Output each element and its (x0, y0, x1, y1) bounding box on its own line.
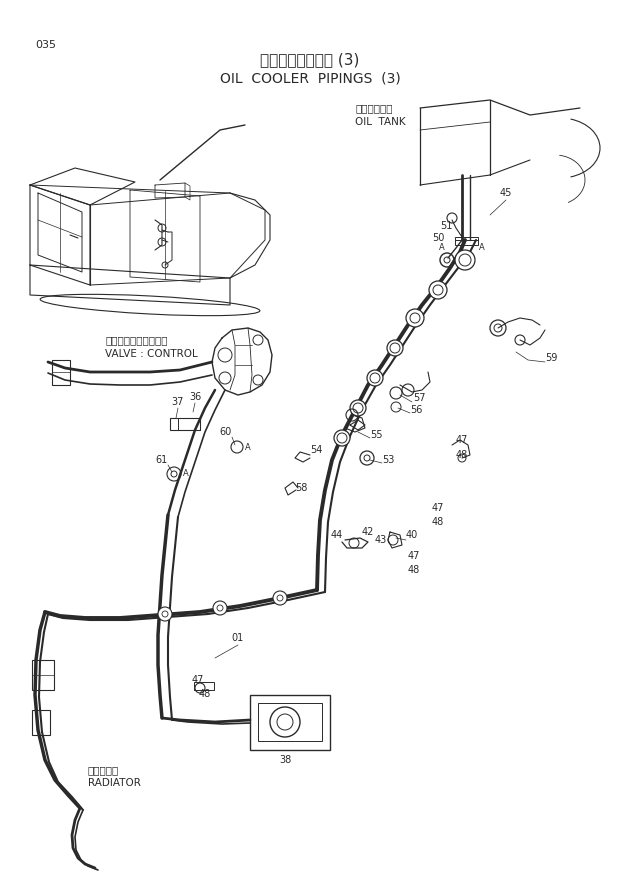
Circle shape (353, 403, 363, 413)
Text: 45: 45 (500, 188, 512, 198)
Text: 50: 50 (433, 233, 445, 243)
Text: OIL  TANK: OIL TANK (355, 117, 405, 127)
Text: 48: 48 (199, 689, 211, 699)
Text: RADIATOR: RADIATOR (88, 778, 141, 788)
Text: 56: 56 (410, 405, 422, 415)
Text: 47: 47 (192, 675, 204, 685)
Bar (32, 710, 50, 735)
Text: 01: 01 (232, 633, 244, 643)
Text: OIL  COOLER  PIPINGS  (3): OIL COOLER PIPINGS (3) (219, 72, 401, 86)
Text: 54: 54 (310, 445, 322, 455)
Text: バルブ：コントロール: バルブ：コントロール (105, 335, 167, 345)
Text: VALVE : CONTROL: VALVE : CONTROL (105, 349, 198, 359)
Circle shape (459, 254, 471, 266)
Text: ラジエータ: ラジエータ (88, 765, 119, 775)
Circle shape (350, 400, 366, 416)
Circle shape (387, 340, 403, 356)
Circle shape (337, 433, 347, 443)
Text: 48: 48 (408, 565, 420, 575)
Text: 61: 61 (156, 455, 168, 465)
Circle shape (217, 605, 223, 611)
Text: 42: 42 (362, 527, 374, 537)
Text: 36: 36 (189, 392, 201, 402)
Text: 59: 59 (545, 353, 557, 363)
Bar (52, 360, 70, 385)
Text: オイルクーラ配管 (3): オイルクーラ配管 (3) (260, 52, 360, 67)
Text: 38: 38 (279, 755, 291, 765)
Text: 57: 57 (413, 393, 425, 403)
Text: 44: 44 (330, 530, 343, 540)
Bar (258, 703, 322, 741)
Text: A: A (245, 442, 250, 451)
Circle shape (277, 595, 283, 601)
Text: A: A (183, 470, 188, 478)
Text: 40: 40 (406, 530, 419, 540)
Circle shape (370, 373, 380, 383)
Text: 47: 47 (408, 551, 420, 561)
Circle shape (455, 250, 475, 270)
Text: A: A (439, 244, 445, 252)
Text: A: A (479, 244, 485, 252)
Circle shape (410, 313, 420, 323)
Text: 53: 53 (382, 455, 394, 465)
Bar (170, 418, 200, 430)
Circle shape (390, 343, 400, 353)
Text: 47: 47 (432, 503, 445, 513)
Bar (194, 682, 214, 690)
Bar (455, 237, 478, 245)
Circle shape (367, 370, 383, 386)
Circle shape (162, 611, 168, 617)
Text: 48: 48 (432, 517, 445, 527)
Text: A: A (459, 251, 465, 259)
Bar (32, 660, 54, 690)
Text: 48: 48 (456, 450, 468, 460)
Circle shape (273, 591, 287, 605)
Bar (250, 695, 330, 750)
Circle shape (213, 601, 227, 615)
Text: 47: 47 (456, 435, 468, 445)
Circle shape (433, 285, 443, 295)
Circle shape (158, 607, 172, 621)
Circle shape (406, 309, 424, 327)
Text: 60: 60 (219, 427, 232, 437)
Circle shape (171, 471, 177, 477)
Text: 51: 51 (441, 221, 453, 231)
Text: 58: 58 (295, 483, 308, 493)
Circle shape (334, 430, 350, 446)
Text: 37: 37 (172, 397, 184, 407)
Text: 035: 035 (35, 40, 56, 50)
Text: 43: 43 (375, 535, 388, 545)
Circle shape (429, 281, 447, 299)
Text: オイルタンク: オイルタンク (355, 103, 392, 113)
Text: 55: 55 (370, 430, 383, 440)
